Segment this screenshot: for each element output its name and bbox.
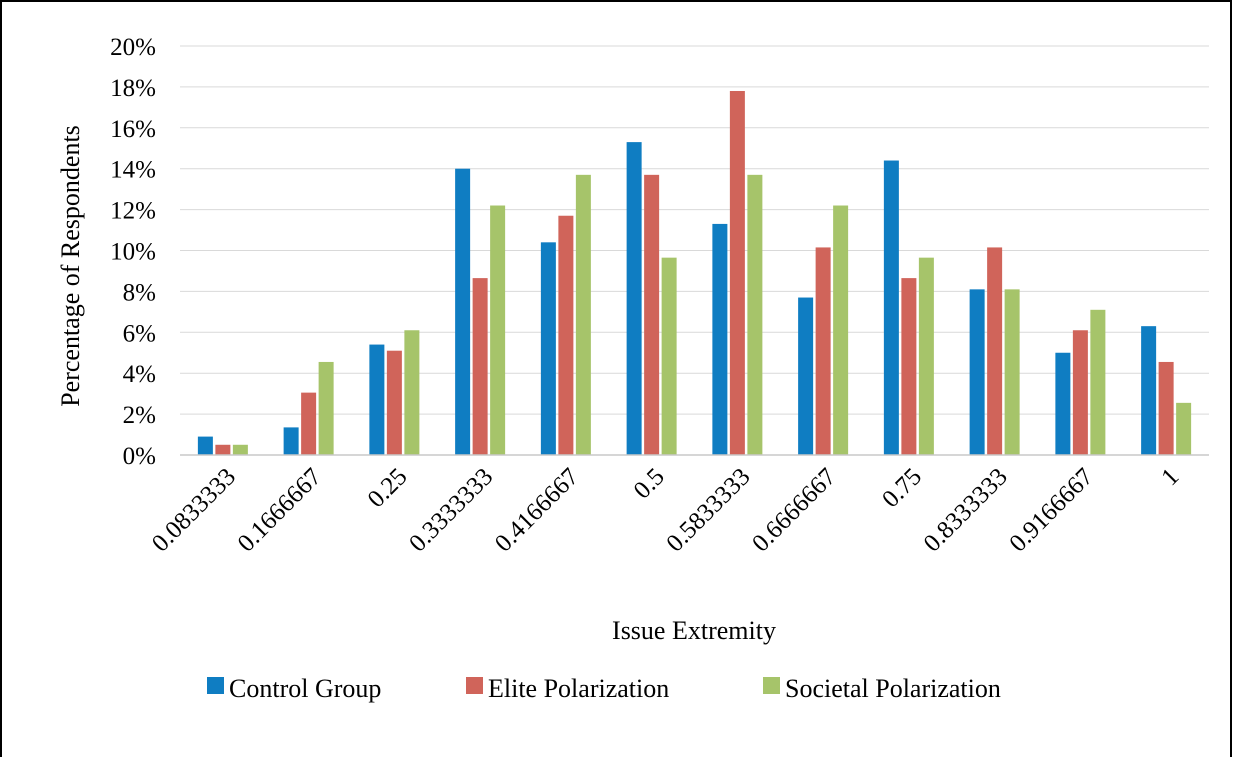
legend-label: Control Group	[229, 674, 381, 703]
bar	[815, 247, 831, 455]
legend-swatch	[763, 677, 780, 694]
bar	[455, 168, 471, 455]
bar	[301, 392, 317, 455]
y-axis-title: Percentage of Respondents	[56, 125, 85, 407]
x-tick-label: 1	[1156, 463, 1184, 491]
bar	[1176, 402, 1192, 455]
bar	[987, 247, 1003, 455]
bar	[833, 205, 849, 455]
legend-swatch	[207, 677, 224, 694]
gridlines	[180, 45, 1209, 415]
legend: Control Group Elite Polarization Societal …	[207, 674, 1001, 703]
bar	[197, 436, 213, 455]
bar	[1141, 326, 1157, 455]
bar	[232, 444, 248, 455]
bar	[369, 344, 385, 455]
x-tick-label: 0.6666667	[747, 463, 841, 557]
y-tick-label: 20%	[110, 34, 156, 61]
bar	[1072, 330, 1088, 455]
y-tick-label: 10%	[110, 239, 156, 266]
x-tick-label: 0.1666667	[233, 463, 327, 557]
x-tick-label: 0.5	[629, 463, 670, 504]
y-tick-label: 12%	[110, 198, 156, 225]
bar	[798, 297, 814, 455]
y-axis-ticks: 0% 2% 4% 6% 8% 10% 12% 14% 16% 18% 20%	[110, 34, 156, 470]
bar	[283, 427, 299, 455]
x-axis-title: Issue Extremity	[612, 616, 776, 645]
x-tick-label: 0.4166667	[490, 463, 584, 557]
bar	[747, 174, 763, 455]
bar	[215, 444, 231, 455]
y-tick-label: 18%	[110, 75, 156, 102]
legend-label: Elite Polarization	[488, 674, 669, 703]
bar	[712, 223, 728, 455]
bar	[1158, 361, 1174, 455]
x-tick-label: 0.8333333	[919, 463, 1013, 557]
bar	[1090, 309, 1106, 455]
x-tick-label: 0.0833333	[147, 463, 241, 557]
bar	[1055, 352, 1071, 455]
bar	[883, 160, 899, 455]
y-tick-label: 8%	[123, 279, 156, 306]
x-tick-label: 0.9166667	[1004, 463, 1098, 557]
legend-label: Societal Polarization	[785, 674, 1001, 703]
x-tick-label: 0.5833333	[661, 463, 755, 557]
y-tick-label: 2%	[123, 402, 156, 429]
y-tick-label: 4%	[123, 361, 156, 388]
bar	[644, 174, 660, 455]
bar	[558, 215, 574, 455]
bar	[490, 205, 506, 455]
x-tick-label: 0.25	[363, 463, 413, 513]
x-tick-label: 0.3333333	[404, 463, 498, 557]
bar	[575, 174, 591, 455]
bar	[318, 361, 334, 455]
bar	[540, 242, 556, 455]
bar	[404, 330, 420, 455]
y-tick-label: 6%	[123, 320, 156, 347]
bar	[661, 257, 677, 455]
bar	[901, 278, 917, 455]
bar	[918, 257, 934, 455]
y-tick-label: 14%	[110, 157, 156, 184]
bars	[197, 90, 1192, 456]
y-tick-label: 16%	[110, 116, 156, 143]
bar	[386, 350, 402, 455]
y-tick-label: 0%	[123, 443, 156, 470]
bar	[1004, 289, 1020, 455]
bar	[626, 142, 642, 456]
x-tick-label: 0.75	[877, 463, 927, 513]
bar	[969, 289, 985, 455]
legend-swatch	[466, 677, 483, 694]
bar	[729, 90, 745, 456]
bar	[472, 278, 488, 455]
